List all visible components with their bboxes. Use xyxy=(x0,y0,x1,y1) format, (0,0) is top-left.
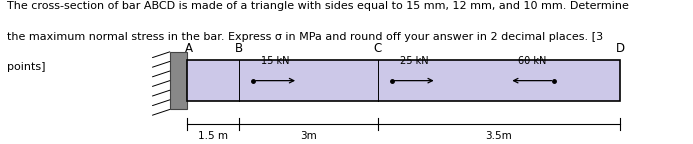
Text: 3m: 3m xyxy=(300,131,317,141)
Text: 15 kN: 15 kN xyxy=(261,56,290,66)
Bar xyxy=(170,52,187,109)
Text: A: A xyxy=(184,42,193,55)
Text: The cross-section of bar ABCD is made of a triangle with sides equal to 15 mm, 1: The cross-section of bar ABCD is made of… xyxy=(7,1,629,11)
Text: 1.5 m: 1.5 m xyxy=(198,131,228,141)
Text: C: C xyxy=(374,42,382,55)
Bar xyxy=(187,60,620,101)
Text: the maximum normal stress in the bar. Express σ in MPa and round off your answer: the maximum normal stress in the bar. Ex… xyxy=(7,32,603,42)
Text: 60 kN: 60 kN xyxy=(518,56,546,66)
Text: points]: points] xyxy=(7,62,46,72)
Text: 25 kN: 25 kN xyxy=(400,56,428,66)
Text: B: B xyxy=(235,42,243,55)
Text: 3.5m: 3.5m xyxy=(486,131,512,141)
Text: D: D xyxy=(615,42,625,55)
